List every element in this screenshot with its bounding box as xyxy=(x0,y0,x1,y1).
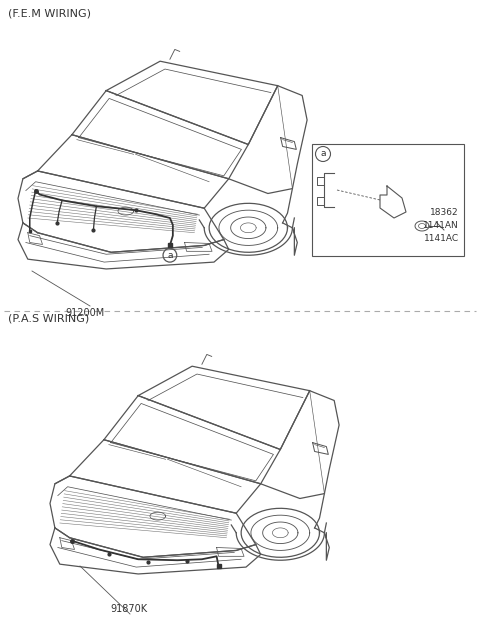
Text: (F.E.M WIRING): (F.E.M WIRING) xyxy=(8,9,91,19)
Text: a: a xyxy=(320,150,326,158)
Text: 1141AC: 1141AC xyxy=(424,234,459,243)
Text: 91200M: 91200M xyxy=(65,308,104,318)
Bar xyxy=(312,144,464,256)
Text: (P.A.S WIRING): (P.A.S WIRING) xyxy=(8,313,89,323)
Text: 91870K: 91870K xyxy=(110,604,147,614)
Text: 1141AN: 1141AN xyxy=(423,221,459,230)
Text: a: a xyxy=(167,251,173,260)
Text: 18362: 18362 xyxy=(431,208,459,217)
